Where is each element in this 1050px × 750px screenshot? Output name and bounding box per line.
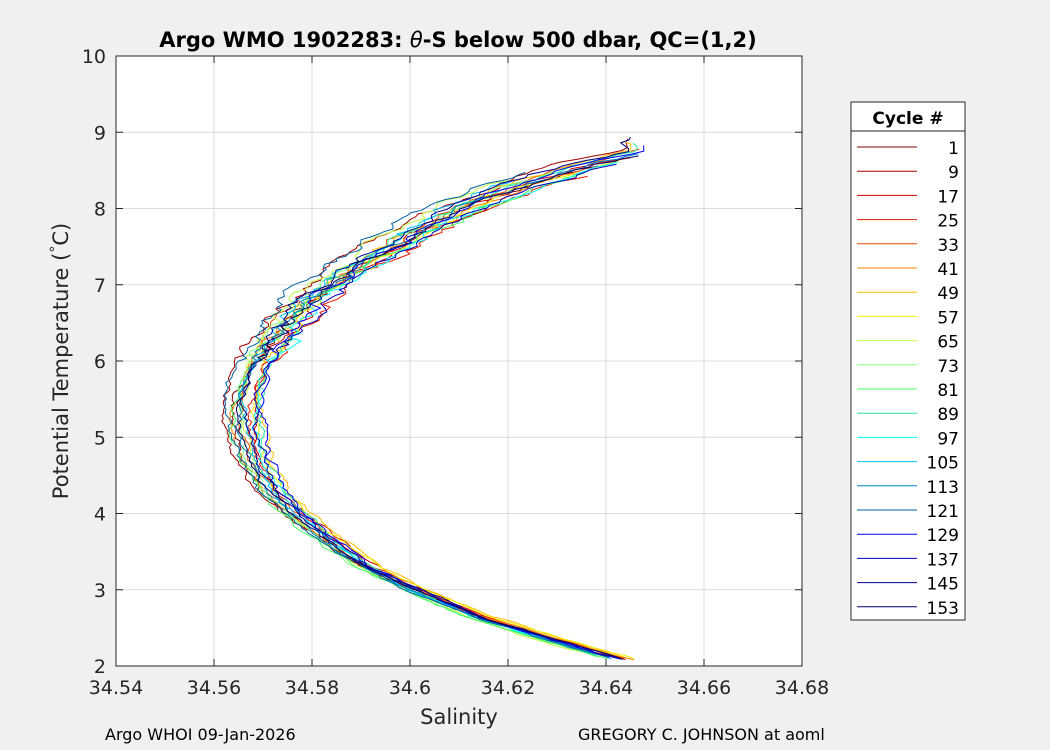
profile-line-cycle-81 (228, 169, 608, 660)
y-axis-label: Potential Temperature (°C) (48, 223, 73, 499)
y-tick-label: 5 (94, 427, 106, 449)
legend: Cycle # 1 9 17 25 33 41 49 57 65 73 81 89 97 105 113 12… (850, 101, 966, 621)
ticks (115, 55, 803, 667)
y-axis-label-degree: ° (48, 246, 64, 253)
x-tick-label: 34.68 (775, 677, 829, 699)
legend-label-121: 121 (927, 502, 959, 522)
title-theta: θ (410, 28, 423, 52)
x-tick-label: 34.6 (389, 677, 431, 699)
x-tick-label: 34.54 (89, 677, 143, 699)
legend-label-65: 65 (937, 333, 959, 353)
footer-right-credit: GREGORY C. JOHNSON at aoml (578, 725, 825, 744)
profile-line-cycle-137 (252, 163, 617, 657)
legend-label-57: 57 (937, 308, 959, 328)
y-axis-label-main: Potential Temperature ( (49, 253, 73, 500)
title-prefix: Argo WMO 1902283: (159, 28, 410, 52)
legend-label-17: 17 (937, 187, 959, 207)
profile-line-cycle-89 (256, 142, 638, 657)
legend-label-41: 41 (937, 260, 959, 280)
footer-left-credit: Argo WHOI 09-Jan-2026 (105, 725, 296, 744)
legend-label-153: 153 (927, 599, 959, 619)
legend-label-9: 9 (948, 163, 959, 183)
legend-label-73: 73 (937, 357, 959, 377)
y-tick-label: 8 (94, 199, 106, 221)
profile-line-cycle-129 (258, 145, 645, 660)
y-tick-label: 10 (82, 46, 106, 68)
x-tick-label: 34.56 (187, 677, 241, 699)
y-axis-label-unit: C) (49, 223, 73, 246)
x-tick-label: 34.64 (579, 677, 633, 699)
x-tick-label: 34.66 (677, 677, 731, 699)
y-tick-labels: 2 3 4 5 6 7 8 9 10 (82, 46, 106, 678)
y-tick-label: 7 (94, 275, 106, 297)
legend-label-145: 145 (927, 575, 959, 595)
legend-label-137: 137 (927, 550, 959, 570)
legend-label-105: 105 (927, 454, 959, 474)
legend-label-129: 129 (927, 526, 959, 546)
profile-line-cycle-121 (224, 171, 610, 659)
chart-title: Argo WMO 1902283: θ-S below 500 dbar, QC… (159, 28, 756, 52)
legend-box (850, 101, 966, 621)
legend-label-49: 49 (937, 284, 959, 304)
y-tick-label: 2 (94, 656, 106, 678)
title-suffix: -S below 500 dbar, QC=(1,2) (423, 28, 757, 52)
legend-label-97: 97 (937, 429, 959, 449)
y-tick-label: 3 (94, 580, 106, 602)
legend-label-25: 25 (937, 212, 959, 232)
legend-label-113: 113 (927, 478, 959, 498)
y-tick-label: 9 (94, 122, 106, 144)
profile-line-cycle-25 (247, 175, 620, 657)
x-tick-label: 34.62 (481, 677, 535, 699)
x-tick-label: 34.58 (285, 677, 339, 699)
legend-label-89: 89 (937, 405, 959, 425)
legend-title: Cycle # (872, 109, 943, 129)
legend-entries: 1 9 17 25 33 41 49 57 65 73 81 89 97 105 113 121 129 137 1… (857, 139, 959, 619)
x-axis-label: Salinity (420, 705, 498, 729)
y-tick-label: 4 (94, 504, 106, 526)
legend-label-81: 81 (937, 381, 959, 401)
profile-line-cycle-153 (235, 155, 639, 660)
profiles (221, 136, 645, 661)
profile-line-cycle-49 (255, 140, 632, 658)
legend-label-1: 1 (948, 139, 959, 159)
x-tick-labels: 34.54 34.56 34.58 34.6 34.62 34.64 34.66 34.68 (89, 677, 829, 699)
legend-label-33: 33 (937, 236, 959, 256)
y-tick-label: 6 (94, 351, 106, 373)
